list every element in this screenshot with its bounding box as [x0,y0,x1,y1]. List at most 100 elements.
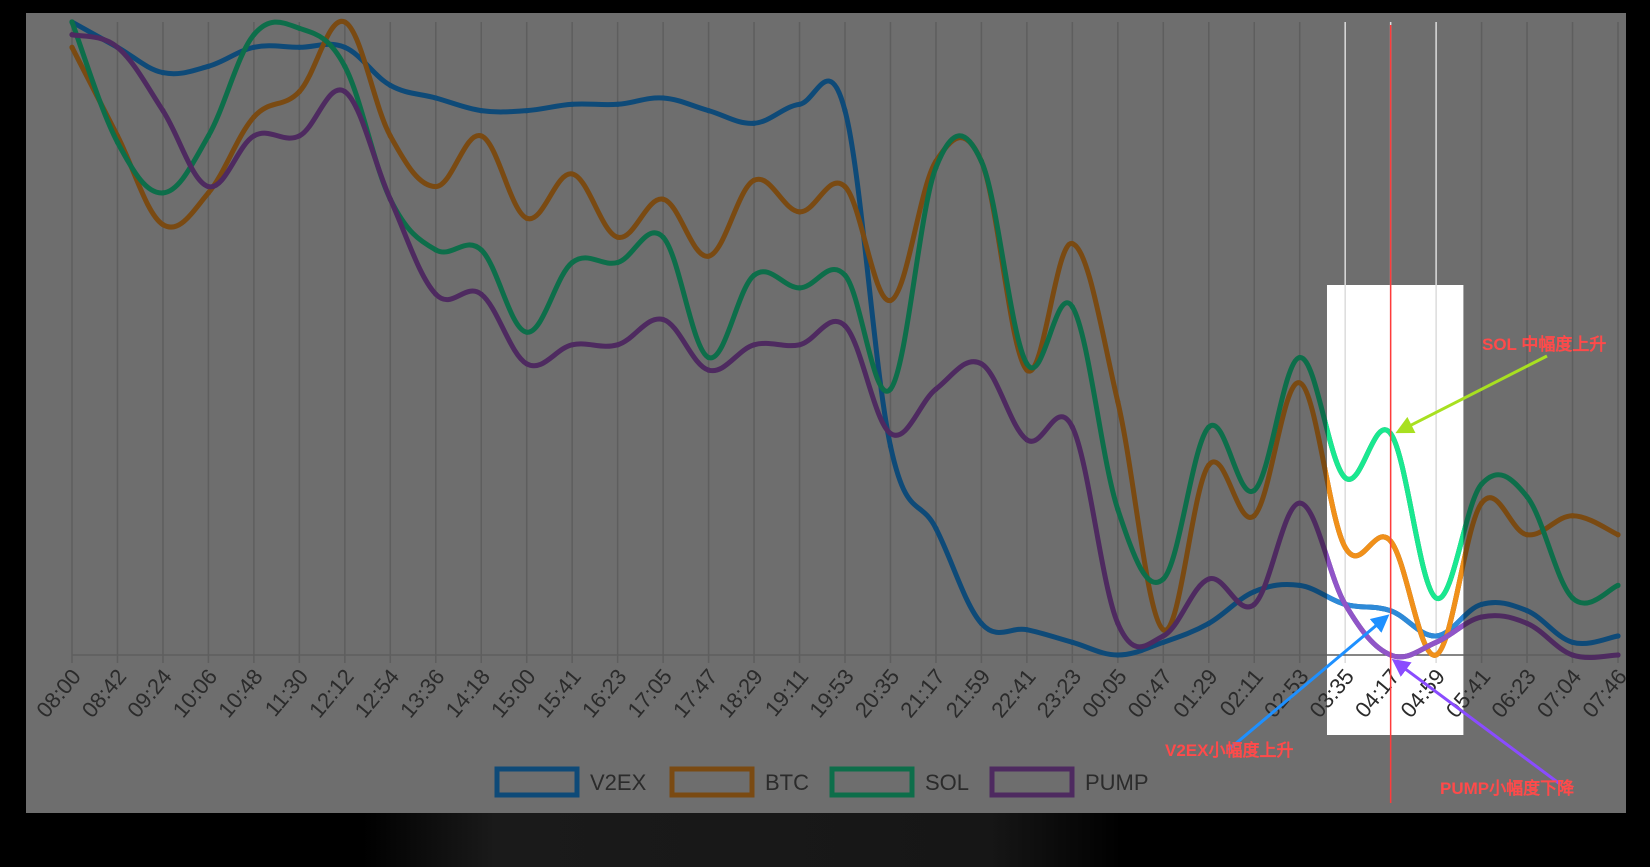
data-point-sol [1478,481,1485,487]
data-point-sol [251,32,257,38]
data-point-sol [296,25,302,31]
data-point-btc [1206,462,1212,468]
data-point-btc [524,215,530,221]
data-point-btc [1433,652,1439,658]
data-point-sol [342,63,348,69]
data-point-pump [160,108,166,114]
data-point-v2ex [160,70,166,76]
data-point-v2ex [1615,633,1621,639]
legend-label-v2ex[interactable]: V2EX [590,770,647,795]
legend-swatch-v2ex[interactable] [494,766,580,798]
data-point-v2ex [524,108,530,114]
data-point-pump [887,430,894,437]
data-point-sol [1206,424,1212,430]
data-point-v2ex [1115,652,1121,658]
series-line-pump-highlight [1326,549,1464,660]
data-point-pump [1251,601,1257,607]
data-point-pump [978,361,985,367]
data-point-v2ex [751,120,757,126]
data-point-pump [1569,652,1576,658]
data-point-btc [842,183,848,190]
legend-label-btc[interactable]: BTC [765,770,809,795]
data-point-pump [296,133,302,139]
data-point-btc [433,183,439,190]
data-point-btc [1342,544,1348,550]
data-point-pump [705,367,712,373]
data-point-sol [69,19,75,25]
data-point-pump [751,342,757,348]
data-point-pump [1433,639,1439,645]
data-point-v2ex [887,443,894,449]
legend-label-pump[interactable]: PUMP [1085,770,1149,795]
data-point-sol [205,133,212,139]
data-point-sol [705,354,712,361]
data-point-pump [114,44,121,50]
data-point-v2ex [387,82,393,88]
data-point-btc [342,19,348,25]
data-point-btc [1569,513,1576,519]
data-point-pump [660,316,666,323]
data-point-btc [660,196,666,202]
data-point-pump [433,291,439,297]
data-point-btc [251,114,257,120]
data-point-btc [1297,380,1303,386]
data-point-v2ex [1024,627,1030,633]
data-point-sol [569,259,575,266]
highlight-region [1326,285,1464,735]
data-point-btc [1478,500,1485,506]
data-point-btc [205,190,212,196]
legend-swatch-pump[interactable] [989,766,1075,798]
data-point-pump [524,361,530,367]
data-point-v2ex [251,44,257,50]
data-point-btc [615,234,621,240]
legend-label-sol[interactable]: SOL [925,770,969,795]
data-point-sol [1251,487,1257,494]
annotation-label-pump: PUMP小幅度下降 [1440,778,1575,798]
legend-swatch-btc[interactable] [669,766,755,798]
data-point-btc [160,221,166,228]
data-point-pump [842,323,848,329]
data-point-v2ex [615,101,621,107]
data-point-v2ex [705,108,712,114]
data-point-pump [387,196,393,202]
data-point-v2ex [1524,608,1530,614]
data-point-pump [1115,620,1121,626]
data-point-sol [933,164,939,171]
data-point-pump [1524,620,1530,626]
data-point-v2ex [1206,620,1212,626]
series-line-sol-highlight [1326,419,1464,601]
data-point-sol [1433,595,1439,601]
data-point-btc [387,133,393,139]
data-point-pump [933,386,939,392]
data-point-sol [1115,506,1121,513]
data-point-btc [796,209,803,215]
data-point-v2ex [433,95,439,101]
data-point-sol [524,329,530,335]
data-point-pump [1069,424,1075,430]
data-point-sol [660,234,666,240]
data-point-btc [69,44,75,50]
data-point-pump [1160,633,1166,639]
data-point-sol [1569,595,1576,601]
data-point-sol [1160,576,1166,582]
data-point-btc [478,133,484,139]
data-point-v2ex [1569,639,1576,645]
data-point-sol [1024,361,1030,367]
data-point-btc [751,177,757,183]
data-point-v2ex [1433,633,1439,639]
data-point-v2ex [296,44,302,50]
data-point-btc [887,297,894,304]
data-point-sol [114,139,121,145]
data-point-btc [1115,399,1121,405]
data-point-pump [1297,500,1303,506]
data-point-v2ex [1297,582,1303,588]
annotation-arrow-sol [1395,354,1548,434]
legend-swatch-sol[interactable] [829,766,915,798]
data-point-pump [342,89,348,95]
data-point-v2ex [796,101,803,107]
data-point-sol [433,247,439,253]
data-point-v2ex [1069,639,1075,645]
data-point-v2ex [1160,639,1166,645]
data-point-pump [478,291,484,297]
